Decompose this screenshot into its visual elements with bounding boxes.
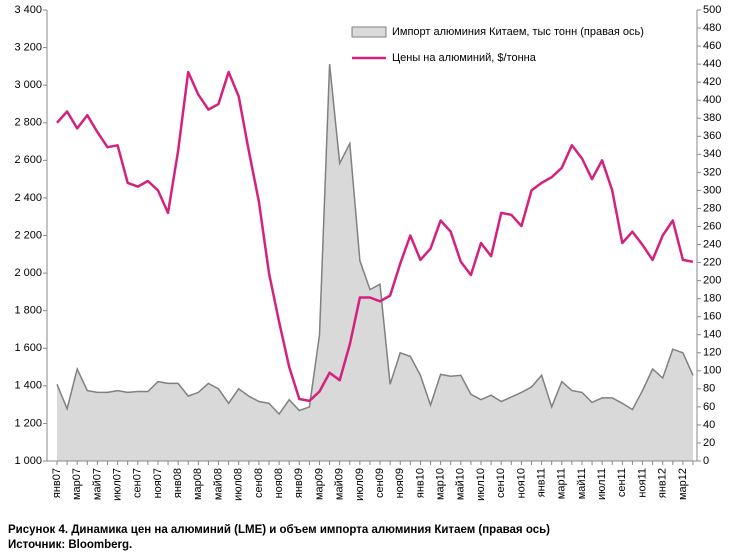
x-tick-label: мар11 (556, 468, 568, 499)
y2-tick-label: 160 (703, 311, 721, 323)
y2-tick-label: 480 (703, 22, 721, 34)
x-tick-label: мар10 (435, 468, 447, 500)
y2-tick-label: 20 (703, 437, 715, 449)
y-tick-label: 2 600 (14, 154, 42, 166)
x-tick-label: мар12 (677, 468, 689, 500)
x-tick-label: май08 (212, 468, 224, 500)
y-tick-label: 1 800 (14, 305, 42, 317)
y2-tick-label: 80 (703, 383, 715, 395)
caption: Рисунок 4. Динамика цен на алюминий (LME… (8, 524, 550, 536)
x-tick-label: ноя07 (152, 468, 164, 498)
x-tick-label: мар07 (71, 468, 83, 500)
x-tick-label: июл10 (475, 468, 487, 501)
x-tick-label: янв08 (172, 468, 184, 498)
x-tick-label: сен11 (616, 468, 628, 497)
x-tick-label: сен08 (253, 468, 265, 498)
x-tick-label: янв12 (657, 468, 669, 498)
x-tick-label: янв10 (414, 468, 426, 498)
y-tick-label: 2 000 (14, 267, 42, 279)
y2-tick-label: 180 (703, 293, 721, 305)
y-tick-label: 3 200 (14, 41, 42, 53)
x-tick-label: ноя09 (394, 468, 406, 498)
y2-tick-label: 340 (703, 148, 721, 160)
x-tick-label: янв11 (535, 468, 547, 497)
y-tick-label: 1 400 (14, 380, 42, 392)
x-tick-label: июл08 (233, 468, 245, 501)
x-tick-label: май07 (91, 468, 103, 500)
x-tick-label: ноя08 (273, 468, 285, 498)
y2-tick-label: 40 (703, 419, 715, 431)
y2-tick-label: 280 (703, 202, 721, 214)
y2-tick-label: 320 (703, 166, 721, 178)
x-tick-label: мар08 (192, 468, 204, 500)
y2-tick-label: 140 (703, 329, 721, 341)
x-tick-label: сен07 (132, 468, 144, 498)
x-tick-label: июл09 (354, 468, 366, 501)
x-tick-label: июл07 (111, 468, 123, 501)
y2-tick-label: 460 (703, 40, 721, 52)
y2-tick-label: 360 (703, 130, 721, 142)
y2-tick-label: 500 (703, 4, 721, 16)
y-tick-label: 2 200 (14, 229, 42, 241)
y2-tick-label: 380 (703, 112, 721, 124)
y2-tick-label: 440 (703, 58, 721, 70)
x-tick-label: сен10 (495, 468, 507, 498)
x-tick-label: ноя10 (515, 468, 527, 498)
area-outline (56, 64, 694, 416)
legend-swatch (351, 26, 387, 38)
y2-tick-label: 60 (703, 401, 715, 413)
x-tick-label: янв09 (293, 468, 305, 498)
area (57, 64, 693, 461)
x-tick-label: май10 (455, 468, 467, 500)
y2-tick-label: 200 (703, 275, 721, 287)
x-tick-label: мар09 (313, 468, 325, 500)
y2-tick-label: 0 (703, 455, 709, 467)
y-tick-label: 3 400 (14, 4, 42, 16)
y2-tick-label: 420 (703, 76, 721, 88)
x-tick-label: сен09 (374, 468, 386, 498)
y2-tick-label: 240 (703, 238, 721, 250)
y2-tick-label: 100 (703, 365, 721, 377)
y-tick-label: 1 000 (14, 455, 42, 467)
legend-label: Импорт алюминия Китаем, тыс тонн (правая… (392, 26, 644, 38)
y-tick-label: 2 400 (14, 192, 42, 204)
x-tick-label: май09 (334, 468, 346, 500)
source: Источник: Bloomberg. (8, 539, 132, 551)
y2-tick-label: 120 (703, 347, 721, 359)
y-tick-label: 3 000 (14, 79, 42, 91)
legend-label: Цены на алюминий, $/тонна (392, 52, 537, 64)
x-tick-label: ноя11 (636, 468, 648, 498)
y-tick-label: 1 200 (14, 417, 42, 429)
y2-tick-label: 400 (703, 94, 721, 106)
y2-tick-label: 300 (703, 184, 721, 196)
line (56, 70, 694, 403)
x-tick-label: июл11 (596, 468, 608, 500)
x-tick-label: янв07 (51, 468, 63, 498)
y2-tick-label: 260 (703, 220, 721, 232)
y-tick-label: 2 800 (14, 117, 42, 129)
x-tick-label: май11 (576, 468, 588, 499)
y2-tick-label: 220 (703, 256, 721, 268)
y-tick-label: 1 600 (14, 342, 42, 354)
